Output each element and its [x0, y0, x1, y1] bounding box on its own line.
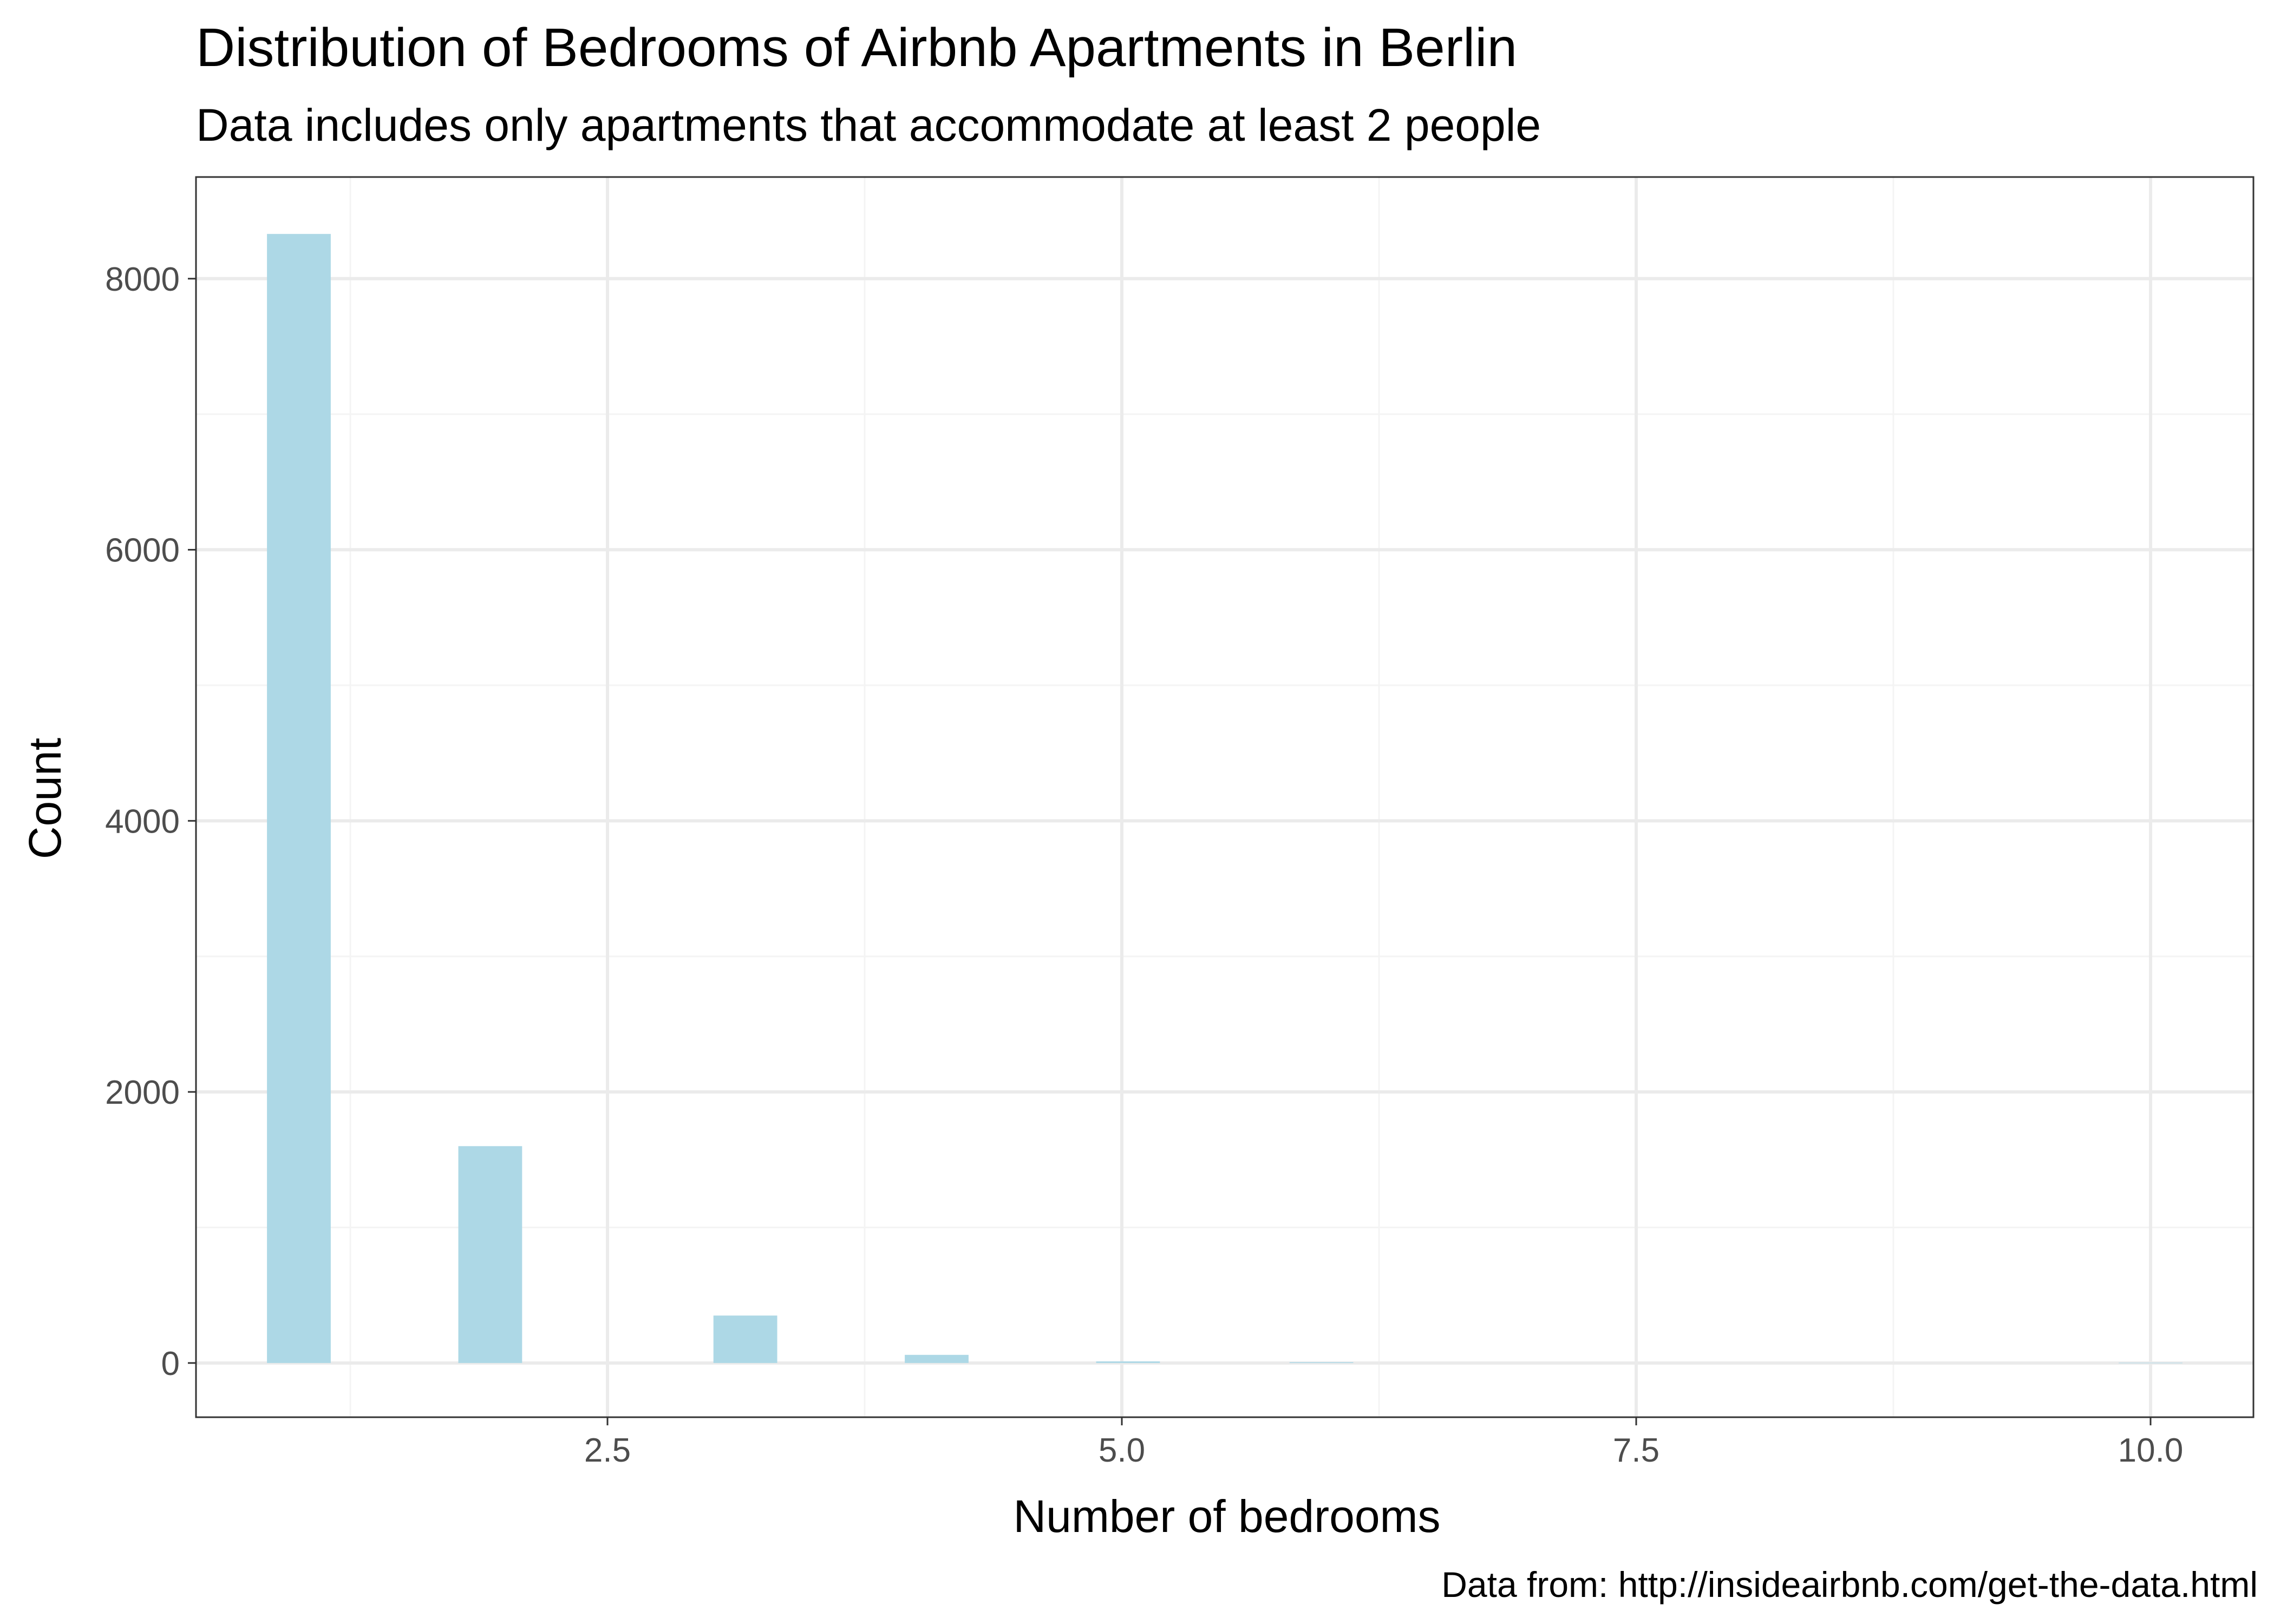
histogram-bar	[267, 234, 331, 1363]
y-tick-label: 2000	[105, 1074, 180, 1111]
bars	[267, 234, 2182, 1364]
histogram-bar	[713, 1315, 777, 1363]
chart-title: Distribution of Bedrooms of Airbnb Apart…	[196, 17, 1517, 78]
chart-caption: Data from: http://insideairbnb.com/get-t…	[1441, 1564, 2258, 1605]
y-axis-title: Count	[19, 738, 70, 859]
x-tick-label: 2.5	[584, 1432, 631, 1469]
y-tick-label: 4000	[105, 803, 180, 840]
y-tick-label: 0	[161, 1345, 180, 1383]
axis-ticks: 2.5 5.0 7.5 10.0 0 2000 4000 6000 8000	[105, 261, 2183, 1469]
chart-subtitle: Data includes only apartments that accom…	[196, 100, 1541, 150]
y-tick-label: 8000	[105, 261, 180, 298]
grid-lines	[196, 177, 2253, 1417]
plot-panel-border	[195, 176, 2255, 1418]
x-axis-title: Number of bedrooms	[1013, 1491, 1440, 1542]
x-tick-label: 5.0	[1099, 1432, 1145, 1469]
histogram-bar	[905, 1354, 969, 1363]
histogram-bar	[458, 1146, 522, 1363]
x-tick-label: 7.5	[1613, 1432, 1659, 1469]
x-tick-label: 10.0	[2118, 1432, 2184, 1469]
y-tick-label: 6000	[105, 532, 180, 569]
histogram-bar	[1096, 1361, 1160, 1363]
histogram-bar	[1289, 1362, 1354, 1363]
